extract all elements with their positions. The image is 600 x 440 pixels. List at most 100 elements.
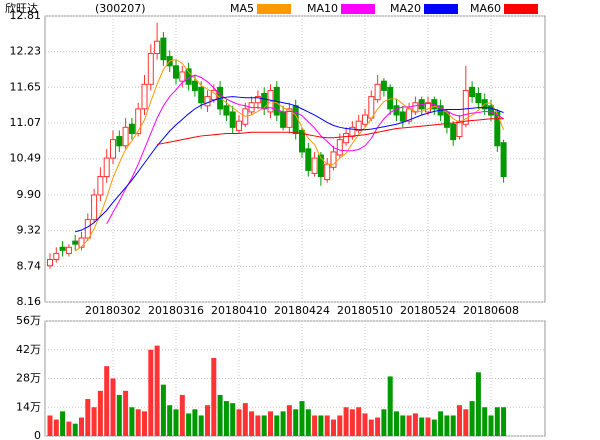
candle-body — [368, 96, 375, 119]
candle-body — [456, 120, 463, 138]
candle-body — [425, 102, 431, 113]
x-tick-label: 20180424 — [274, 304, 330, 317]
volume-bar — [255, 415, 261, 436]
volume-bar — [349, 409, 355, 436]
volume-bar — [242, 403, 248, 436]
chart-title: 欣旺达 — [5, 1, 38, 15]
volume-bar — [230, 403, 236, 436]
candle-body — [355, 120, 362, 131]
candle-body — [97, 176, 104, 196]
volume-tick-label: 28万 — [16, 372, 41, 385]
volume-bar — [47, 415, 53, 436]
candle-body — [494, 111, 501, 147]
volume-bar — [368, 419, 374, 436]
candle-body — [65, 246, 72, 254]
volume-bar — [160, 384, 166, 436]
volume-bar — [375, 417, 381, 436]
y-tick-label: 11.65 — [10, 80, 42, 93]
candle-body — [135, 108, 142, 134]
legend-label: MA20 — [390, 2, 421, 15]
x-tick-label: 20180608 — [463, 304, 519, 317]
volume-bar — [60, 411, 66, 436]
candle-body — [380, 80, 387, 91]
volume-bar — [198, 415, 204, 436]
volume-tick-label: 42万 — [16, 343, 41, 356]
volume-bar — [249, 411, 255, 436]
candle-body — [286, 108, 293, 128]
volume-bar — [116, 394, 122, 436]
candle-body — [349, 126, 356, 138]
volume-bar — [66, 421, 72, 436]
candle-body — [147, 53, 154, 85]
volume-bar — [337, 415, 343, 436]
volume-bar — [419, 417, 425, 436]
volume-bar — [406, 415, 412, 436]
candle-body — [91, 194, 98, 221]
candle-body — [110, 139, 116, 159]
ma-line — [75, 96, 504, 233]
volume-bar — [129, 407, 135, 436]
volume-bar — [362, 413, 368, 436]
volume-bar — [356, 407, 362, 436]
volume-bar — [394, 411, 399, 436]
volume-bar — [72, 423, 78, 436]
legend-swatch — [424, 4, 458, 14]
legend-label: MA10 — [307, 2, 338, 15]
candle-body — [469, 86, 476, 98]
candle-body — [450, 123, 457, 141]
volume-bar — [331, 419, 336, 436]
ma-line — [74, 59, 505, 252]
candle-body — [122, 126, 129, 147]
candle-body — [261, 92, 268, 110]
volume-bar — [488, 415, 494, 436]
candle-body — [387, 86, 394, 110]
candle-body — [374, 83, 381, 101]
y-tick-label: 12.81 — [10, 9, 42, 22]
candle-body — [179, 71, 186, 82]
candle-body — [399, 111, 406, 122]
y-tick-label: 9.32 — [17, 224, 42, 237]
volume-bar — [205, 405, 210, 436]
ma-line — [106, 74, 504, 225]
candle-body — [141, 83, 148, 110]
volume-bar — [167, 405, 173, 436]
x-tick-label: 20180302 — [85, 304, 141, 317]
candle-body — [336, 139, 343, 156]
volume-bar — [274, 415, 280, 436]
volume-bar — [217, 394, 223, 436]
volume-bar — [438, 411, 444, 436]
legend-label: MA60 — [470, 2, 501, 15]
candle-body — [500, 142, 507, 178]
candle-body — [84, 219, 91, 239]
candle-body — [280, 111, 287, 128]
volume-bar — [475, 372, 481, 436]
candle-body — [475, 92, 482, 104]
volume-bar — [412, 413, 418, 436]
volume-bar — [343, 407, 349, 436]
volume-bar — [223, 401, 229, 436]
legend-swatch — [504, 4, 538, 14]
y-tick-label: 12.23 — [10, 45, 42, 58]
candle-body — [78, 237, 85, 248]
candle-body — [173, 65, 179, 79]
candle-body — [305, 148, 312, 171]
candle-body — [53, 252, 60, 261]
volume-bar — [91, 407, 97, 436]
legend-swatch — [341, 4, 375, 14]
volume-bar — [236, 409, 242, 436]
chart-subtitle: (300207) — [95, 2, 146, 15]
volume-bar — [123, 390, 129, 436]
volume-bar — [305, 409, 311, 436]
volume-bar — [299, 401, 305, 436]
y-tick-label: 8.74 — [17, 259, 42, 272]
volume-bar — [324, 415, 330, 436]
candle-body — [311, 157, 318, 174]
legend-label: MA5 — [230, 2, 254, 15]
volume-bar — [179, 394, 185, 436]
volume-bar — [110, 378, 116, 436]
candle-body — [488, 105, 494, 116]
volume-bar — [293, 409, 299, 436]
volume-bar — [173, 409, 179, 436]
volume-bar — [211, 357, 217, 436]
